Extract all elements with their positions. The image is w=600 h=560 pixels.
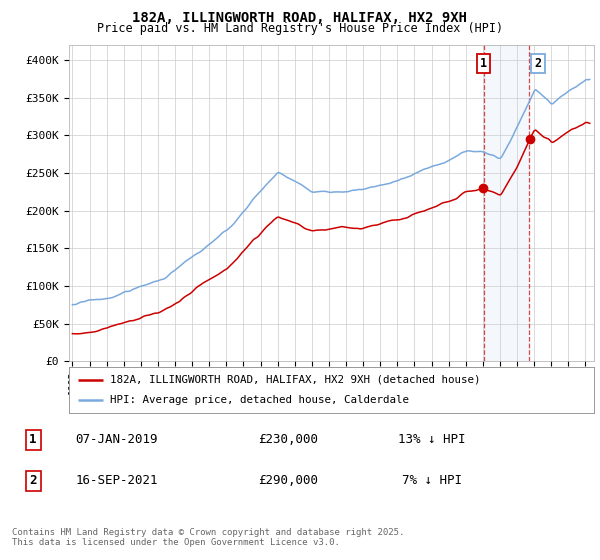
- Text: 2: 2: [29, 474, 37, 487]
- Text: 07-JAN-2019: 07-JAN-2019: [76, 433, 158, 446]
- Text: 13% ↓ HPI: 13% ↓ HPI: [398, 433, 466, 446]
- Text: 182A, ILLINGWORTH ROAD, HALIFAX, HX2 9XH: 182A, ILLINGWORTH ROAD, HALIFAX, HX2 9XH: [133, 11, 467, 25]
- Bar: [484, 45, 529, 361]
- Text: Price paid vs. HM Land Registry's House Price Index (HPI): Price paid vs. HM Land Registry's House …: [97, 22, 503, 35]
- Text: HPI: Average price, detached house, Calderdale: HPI: Average price, detached house, Cald…: [110, 395, 409, 405]
- Text: 2: 2: [535, 57, 541, 70]
- Text: Contains HM Land Registry data © Crown copyright and database right 2025.
This d: Contains HM Land Registry data © Crown c…: [12, 528, 404, 547]
- Text: 7% ↓ HPI: 7% ↓ HPI: [402, 474, 462, 487]
- Text: 182A, ILLINGWORTH ROAD, HALIFAX, HX2 9XH (detached house): 182A, ILLINGWORTH ROAD, HALIFAX, HX2 9XH…: [110, 375, 481, 385]
- Text: £230,000: £230,000: [258, 433, 318, 446]
- Text: £290,000: £290,000: [258, 474, 318, 487]
- Text: 1: 1: [480, 57, 487, 70]
- Text: 1: 1: [29, 433, 37, 446]
- Text: 16-SEP-2021: 16-SEP-2021: [76, 474, 158, 487]
